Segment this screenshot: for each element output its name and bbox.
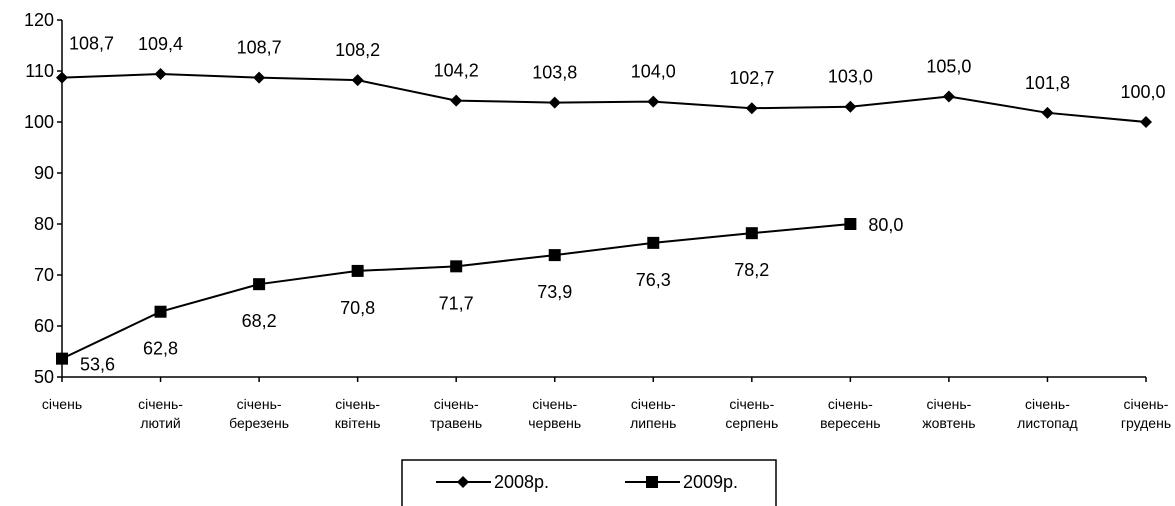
x-tick-label-line: січень- <box>631 396 676 412</box>
x-tick-label-line: січень <box>42 396 82 412</box>
chart-legend: 2008р. 2009р. <box>401 459 777 506</box>
x-tick-label-line: січень- <box>532 396 577 412</box>
data-label: 73,9 <box>537 282 572 302</box>
x-tick-label-line: січень- <box>729 396 774 412</box>
x-tick-label-line: січень- <box>828 396 873 412</box>
data-label: 103,0 <box>828 67 873 87</box>
square-marker <box>745 227 758 240</box>
x-tick-label: січень-травень <box>430 396 482 431</box>
x-tick-label-line: січень- <box>237 396 282 412</box>
data-label: 62,8 <box>143 339 178 359</box>
diamond-marker <box>548 96 561 109</box>
x-tick-label-line: лютий <box>140 415 180 431</box>
data-label: 68,2 <box>242 311 277 331</box>
square-marker <box>56 352 68 365</box>
diamond-marker <box>1041 106 1054 119</box>
diamond-marker <box>56 71 68 84</box>
series-line-2008 <box>61 73 1147 123</box>
y-tick-label: 110 <box>25 61 54 81</box>
square-marker <box>844 218 857 230</box>
square-marker <box>647 236 660 249</box>
x-tick-label: січень <box>42 396 82 412</box>
square-marker <box>154 305 167 318</box>
x-tick-label-line: січень- <box>1025 396 1070 412</box>
data-label: 108,7 <box>69 34 114 54</box>
y-tick-label: 50 <box>34 367 54 387</box>
x-tick-label-line: квітень <box>335 415 381 431</box>
x-tick-label-line: липень <box>630 415 676 431</box>
data-label: 104,2 <box>434 61 479 81</box>
x-tick-label-line: грудень <box>1121 415 1171 431</box>
data-label: 102,7 <box>729 68 774 88</box>
y-tick-label: 60 <box>34 316 54 336</box>
x-tick-label-line: січень- <box>434 396 479 412</box>
diamond-marker <box>450 94 463 107</box>
data-label: 71,7 <box>439 293 474 313</box>
square-marker <box>548 249 561 262</box>
square-marker <box>351 264 364 277</box>
diamond-marker <box>942 90 955 103</box>
x-tick-label-line: серпень <box>725 415 778 431</box>
x-tick-label: січень-лютий <box>138 396 183 431</box>
x-tick-label: січень-листопад <box>1017 396 1078 431</box>
x-tick-label-line: січень- <box>335 396 380 412</box>
series-line-2009 <box>61 223 851 360</box>
x-tick-label-line: березень <box>229 415 289 431</box>
x-tick-label-line: листопад <box>1017 415 1078 431</box>
chart-series <box>56 68 1152 365</box>
data-label: 76,3 <box>636 270 671 290</box>
diamond-marker <box>1140 116 1152 128</box>
diamond-marker <box>351 74 364 87</box>
x-tick-label-line: січень- <box>926 396 971 412</box>
diamond-marker <box>844 100 857 113</box>
data-label: 103,8 <box>532 63 577 83</box>
data-label: 100,0 <box>1120 82 1165 102</box>
legend-square-marker <box>646 476 658 488</box>
y-tick-label: 120 <box>24 10 54 30</box>
x-tick-label: січень-березень <box>229 396 289 431</box>
x-tick-label-line: жовтень <box>922 415 975 431</box>
data-label: 108,2 <box>335 40 380 60</box>
legend-label: 2009р. <box>683 472 738 492</box>
data-label: 104,0 <box>631 62 676 82</box>
data-label: 108,7 <box>237 38 282 58</box>
x-tick-label: січень-грудень <box>1121 396 1171 431</box>
square-marker <box>450 260 463 273</box>
x-tick-label: січень-серпень <box>725 396 778 431</box>
data-label: 53,6 <box>80 355 115 375</box>
x-tick-label: січень-липень <box>630 396 676 431</box>
data-label: 80,0 <box>868 215 903 235</box>
x-tick-label-line: січень- <box>138 396 183 412</box>
legend-diamond-marker <box>457 476 469 488</box>
y-tick-label: 90 <box>34 163 54 183</box>
x-tick-label-line: червень <box>528 415 581 431</box>
data-label: 101,8 <box>1025 73 1070 93</box>
y-tick-label: 80 <box>34 214 54 234</box>
diamond-marker <box>154 68 167 81</box>
y-tick-label: 100 <box>24 112 54 132</box>
data-label: 105,0 <box>926 57 971 77</box>
legend-label: 2008р. <box>494 472 549 492</box>
x-tick-label: січень-квітень <box>335 396 381 431</box>
square-marker <box>253 278 266 291</box>
data-label: 78,2 <box>734 260 769 280</box>
diamond-marker <box>253 71 266 84</box>
x-tick-label: січень-червень <box>528 396 581 431</box>
data-label: 70,8 <box>340 298 375 318</box>
x-tick-label: січень-вересень <box>820 396 880 431</box>
data-labels: 108,7 109,4 108,7 108,2 104,2 103,8 104,0 102,7… <box>69 34 1166 375</box>
chart-axes: 50 60 70 80 90 100 110 120 <box>24 10 1147 387</box>
x-tick-labels: січень січень-лютийсічень-березеньсічень-… <box>42 396 1171 431</box>
y-tick-label: 70 <box>34 265 54 285</box>
diamond-marker <box>745 102 758 115</box>
x-tick-label-line: травень <box>430 415 482 431</box>
diamond-marker <box>647 95 660 108</box>
x-tick-label-line: січень- <box>1124 396 1169 412</box>
x-tick-label: січень-жовтень <box>922 396 975 431</box>
x-tick-label-line: вересень <box>820 415 880 431</box>
data-label: 109,4 <box>138 34 183 54</box>
